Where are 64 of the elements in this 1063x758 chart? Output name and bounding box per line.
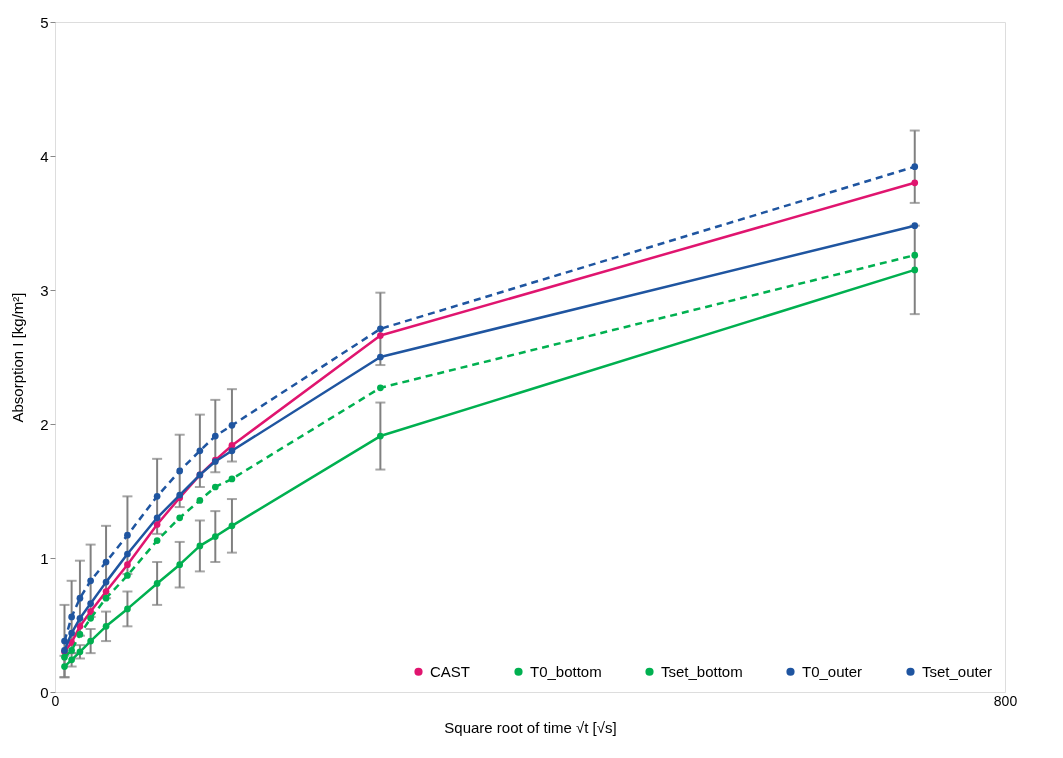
point	[124, 531, 131, 539]
y-tick-label: 3	[40, 281, 49, 299]
point	[76, 614, 84, 622]
point	[911, 163, 919, 171]
point	[87, 608, 94, 615]
y-tick-label: 4	[40, 147, 49, 165]
point	[228, 447, 236, 455]
point	[153, 537, 161, 544]
point	[911, 179, 919, 187]
y-tick-label: 1	[40, 549, 49, 567]
point	[228, 522, 236, 530]
point	[176, 561, 184, 569]
point	[176, 514, 184, 522]
point	[124, 561, 131, 569]
point	[102, 588, 110, 595]
point	[211, 432, 219, 440]
point	[76, 594, 84, 602]
x-axis-title: Square root of time √t [√s]	[444, 718, 617, 736]
legend-label: Tset_bottom	[661, 662, 743, 680]
point	[153, 493, 161, 500]
point	[211, 533, 219, 540]
point	[102, 622, 110, 630]
point	[76, 648, 84, 656]
point	[153, 580, 161, 587]
y-tick-label: 5	[40, 13, 49, 31]
point	[87, 614, 94, 622]
y-axis-title: Absorption I [kg/m²]	[9, 292, 27, 423]
legend-label: T0_bottom	[530, 662, 602, 680]
point	[211, 483, 219, 491]
point	[377, 332, 384, 339]
point	[102, 558, 110, 566]
point	[228, 421, 236, 429]
point	[176, 467, 184, 475]
point	[196, 542, 204, 550]
point	[377, 384, 384, 392]
point	[153, 521, 161, 528]
point	[61, 653, 68, 661]
legend-label: Tset_outer	[922, 662, 993, 680]
legend-label: CAST	[430, 662, 471, 680]
point	[196, 447, 204, 455]
point	[911, 266, 919, 274]
point	[377, 353, 384, 361]
point	[124, 550, 131, 558]
point	[87, 577, 94, 585]
point	[87, 637, 94, 645]
point	[911, 251, 919, 259]
point	[68, 647, 75, 654]
point	[68, 629, 75, 637]
point	[61, 663, 68, 670]
point	[153, 514, 161, 522]
x-tick-label: 800	[993, 692, 1018, 709]
point	[76, 622, 84, 630]
point	[61, 637, 68, 645]
legend-label: T0_outer	[802, 662, 863, 680]
point	[68, 613, 75, 621]
point	[87, 600, 94, 607]
y-tick-label: 2	[40, 415, 49, 433]
point	[124, 605, 131, 613]
point	[68, 656, 75, 664]
point	[196, 497, 204, 504]
point	[377, 432, 384, 440]
point	[377, 325, 384, 333]
point	[102, 578, 110, 586]
point	[228, 475, 236, 483]
